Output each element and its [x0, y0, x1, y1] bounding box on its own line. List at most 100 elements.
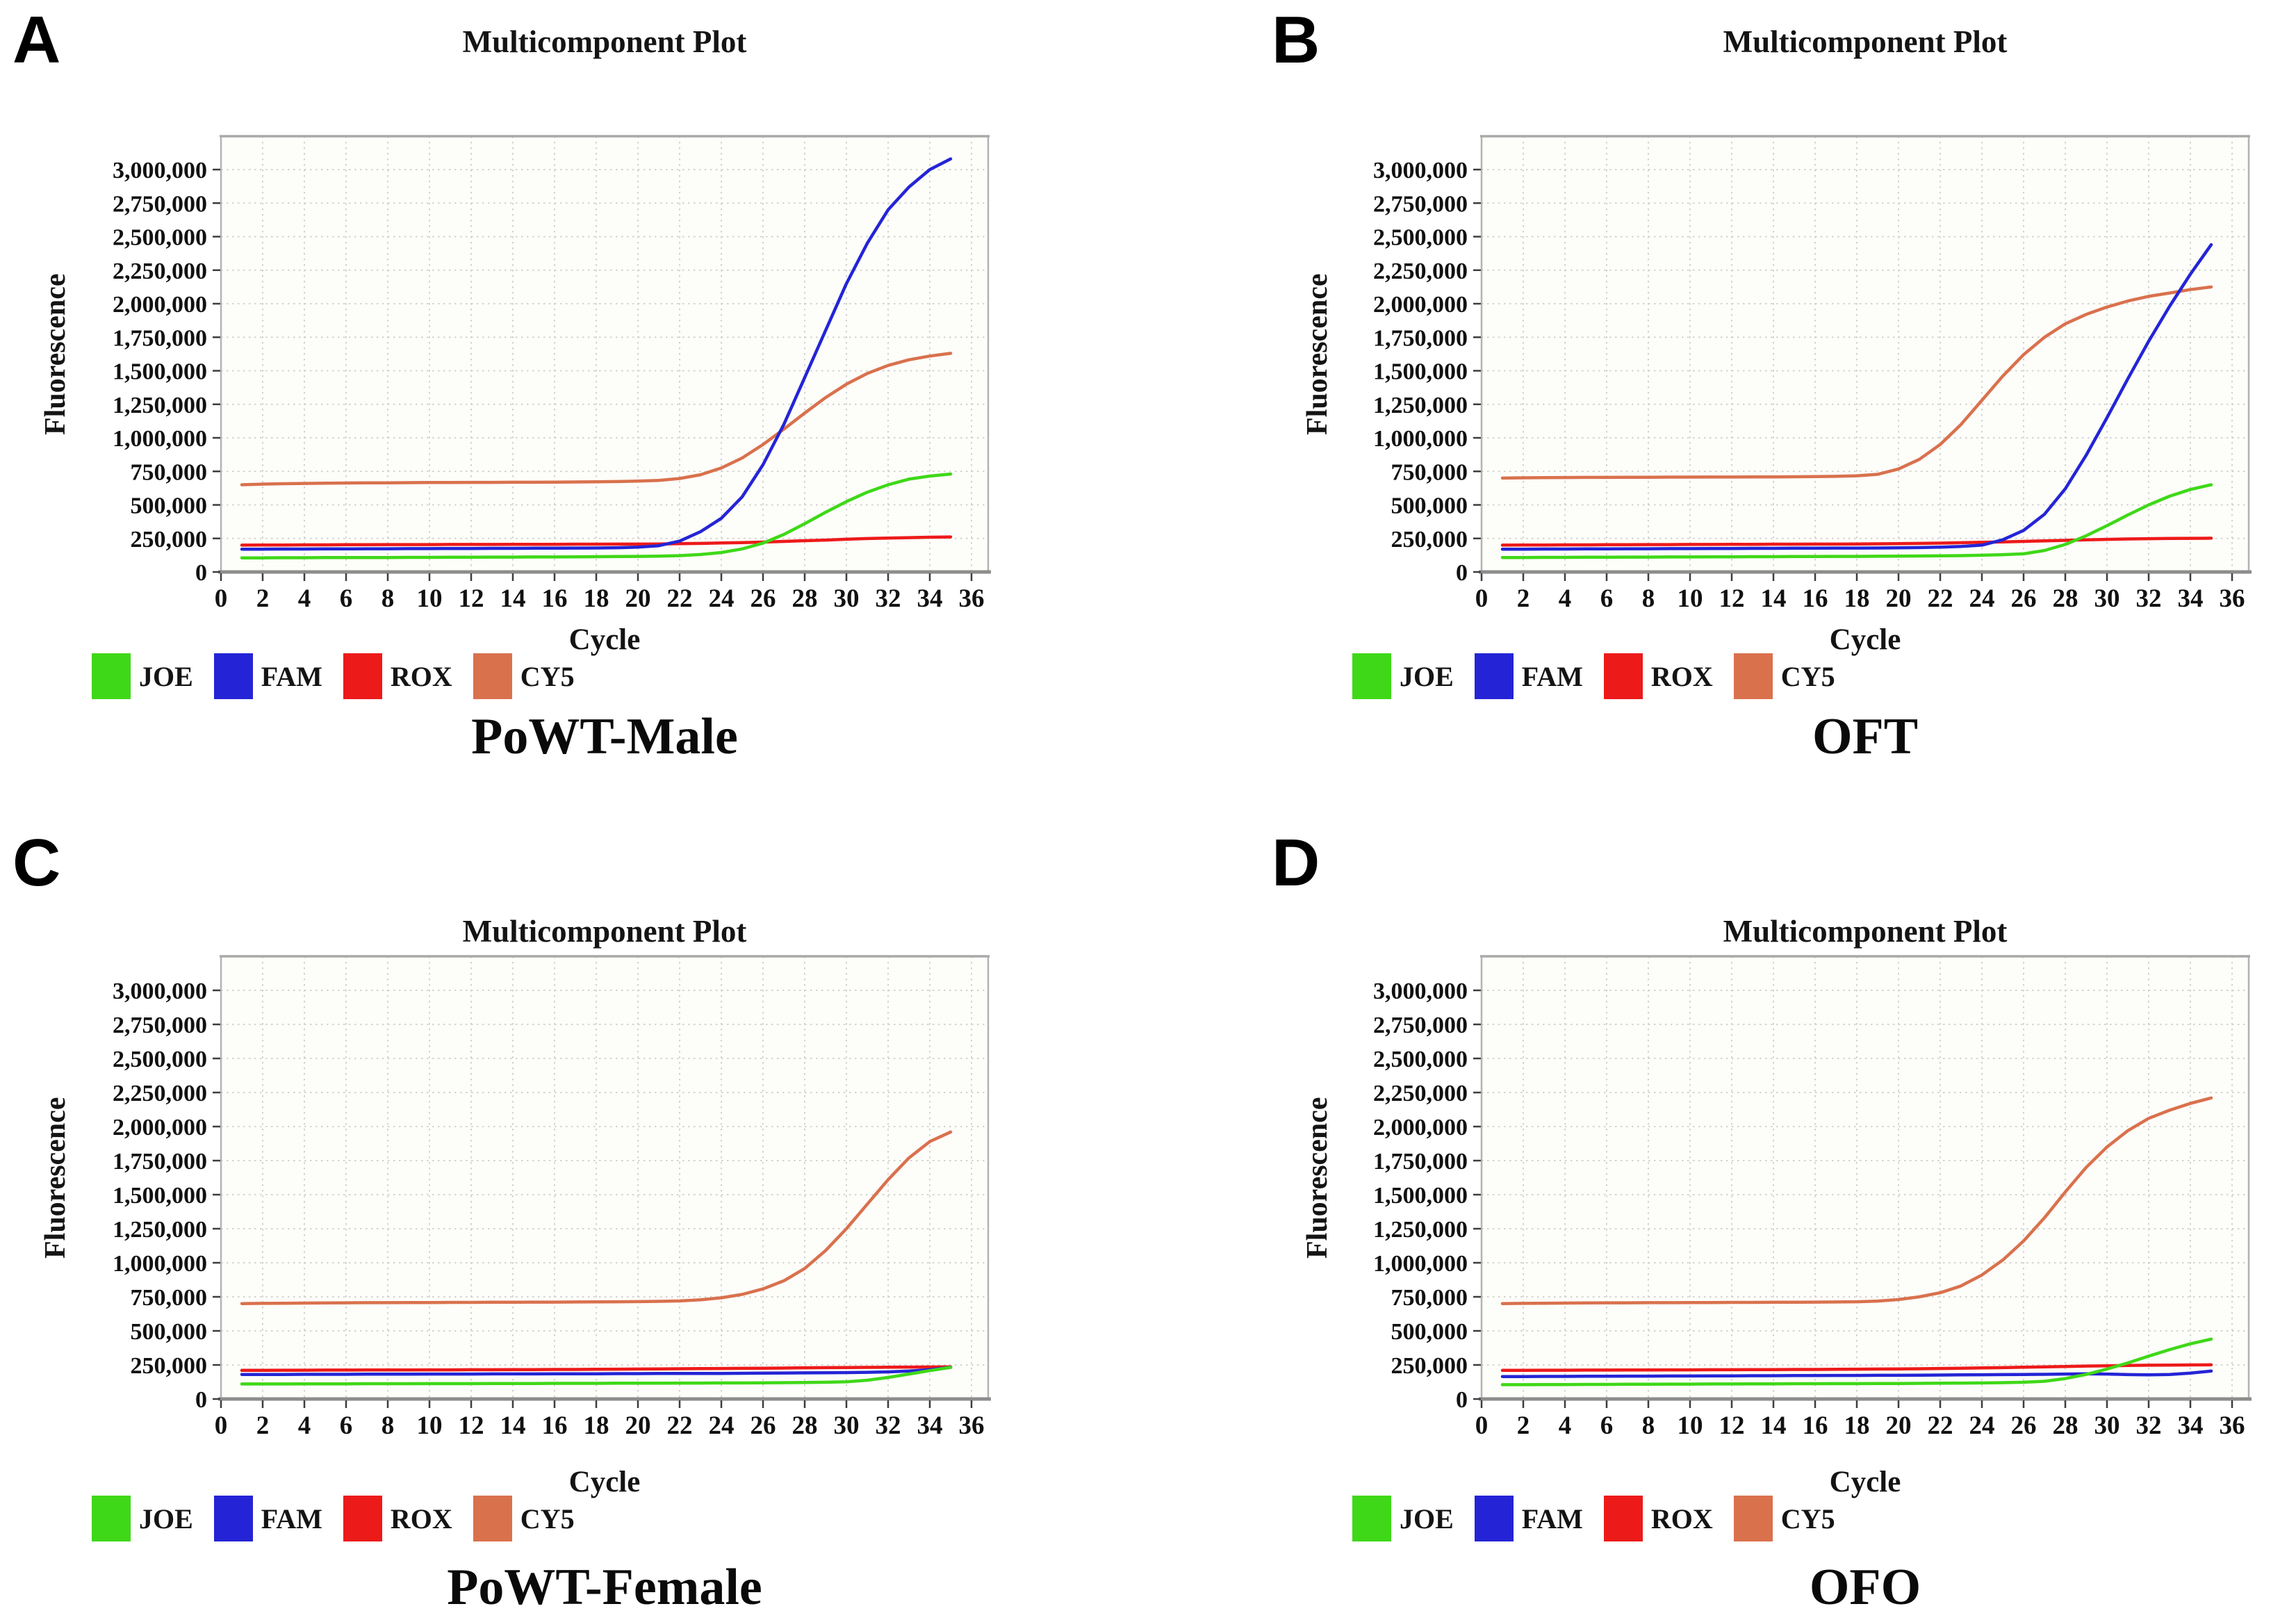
x-tick-label: 8: [382, 1412, 395, 1440]
y-tick-label: 2,500,000: [113, 225, 207, 251]
plot-area-c: 0 2 4 6 8 10 12 14 16 18 20 22 24 26 28 30 32 34 360250,00…: [113, 955, 991, 1440]
x-tick-label: 28: [792, 1412, 818, 1440]
x-tick-label: 14: [500, 1412, 526, 1440]
x-tick-label: 4: [1559, 584, 1572, 613]
x-tick-label: 24: [709, 584, 735, 613]
x-tick-label: 26: [751, 584, 776, 613]
x-tick-label: 36: [959, 1412, 985, 1440]
y-tick-label: 1,000,000: [113, 426, 207, 452]
plot-area-a: 0 2 4 6 8 10 12 14 16 18 20 22 24 26 28 30 32 34 360250,00…: [113, 135, 991, 613]
y-tick-label: 1,500,000: [113, 1183, 207, 1209]
x-tick-label: 8: [1642, 1412, 1655, 1440]
legend-swatch-rox: [343, 653, 382, 699]
series-line-rox: [240, 1365, 953, 1373]
legend-swatch-cy5: [473, 653, 512, 699]
legend-swatch-cy5: [473, 1496, 512, 1541]
x-tick-label: 22: [1928, 584, 1953, 613]
plot-background: [1482, 136, 2249, 572]
x-tick-label: 26: [2011, 584, 2037, 613]
chart-title: Multicomponent Plot: [1723, 24, 2008, 59]
y-tick-label: 1,750,000: [113, 1149, 207, 1175]
x-tick-label: 26: [751, 1412, 776, 1440]
y-tick-label: 3,000,000: [1373, 979, 1468, 1004]
x-tick-label: 0: [215, 1412, 228, 1440]
panel-letter-c: C: [13, 826, 61, 900]
y-tick-label: 1,750,000: [113, 325, 207, 351]
legend-item-fam: FAM: [213, 653, 322, 699]
y-tick-label: 2,750,000: [113, 191, 207, 217]
x-axis-title: Cycle: [1829, 1466, 1901, 1498]
plot-background: [221, 956, 988, 1399]
legend-item-rox: ROX: [343, 1496, 452, 1541]
plot-area-d: 0 2 4 6 8 10 12 14 16 18 20 22 24 26 28 30 32 34 360250,00…: [1373, 955, 2252, 1440]
series-line-rox: [1500, 1363, 2213, 1373]
x-tick-label: 6: [1600, 1412, 1614, 1440]
legend-item-cy5: CY5: [1733, 653, 1835, 699]
x-tick-label: 2: [256, 1412, 270, 1440]
legend-item-joe: JOE: [92, 653, 193, 699]
y-tick-label: 2,000,000: [1373, 1115, 1468, 1140]
x-tick-label: 4: [298, 584, 311, 613]
y-axis-title: Fluorescence: [40, 273, 72, 435]
x-tick-label: 16: [542, 584, 568, 613]
series-line-cy5: [1500, 285, 2213, 480]
legend-label: CY5: [1780, 660, 1835, 692]
x-tick-label: 22: [1928, 1412, 1953, 1440]
y-tick-label: 500,000: [131, 1319, 208, 1345]
y-tick-label: 1,000,000: [113, 1251, 207, 1277]
x-tick-label: 22: [667, 1412, 693, 1440]
plot-area-b: 0 2 4 6 8 10 12 14 16 18 20 22 24 26 28 30 32 34 360250,00…: [1373, 135, 2252, 613]
y-tick-label: 500,000: [1391, 493, 1468, 519]
panel-title: OFT: [1812, 708, 1919, 765]
legend-item-joe: JOE: [92, 1496, 193, 1541]
x-tick-label: 12: [1719, 1412, 1745, 1440]
x-tick-label: 6: [1600, 584, 1614, 613]
panel-c: 0 2 4 6 8 10 12 14 16 18 20 22 24 26 28 30 32 34 36 0 250,00…: [0, 810, 1148, 1620]
x-tick-label: 20: [1886, 584, 1912, 613]
y-tick-label: 2,750,000: [113, 1013, 207, 1038]
chart-title: Multicomponent Plot: [462, 24, 747, 59]
x-tick-label: 18: [584, 584, 609, 613]
y-tick-label: 1,750,000: [1373, 325, 1468, 351]
x-tick-label: 22: [667, 584, 693, 613]
x-tick-label: 20: [625, 1412, 651, 1440]
y-tick-label: 1,500,000: [1373, 359, 1468, 385]
legend-item-fam: FAM: [1474, 653, 1583, 699]
x-tick-label: 10: [1678, 584, 1703, 613]
x-tick-label: 28: [792, 584, 818, 613]
y-tick-label: 2,500,000: [1373, 1047, 1468, 1072]
y-tick-label: 750,000: [131, 1285, 208, 1311]
x-tick-label: 24: [1969, 1412, 1995, 1440]
x-tick-label: 4: [298, 1412, 311, 1440]
legend: JOE FAM ROX CY5: [1352, 1496, 1835, 1541]
x-tick-label: 30: [2094, 584, 2120, 613]
x-tick-label: 34: [917, 584, 943, 613]
x-tick-label: 12: [459, 1412, 484, 1440]
y-tick-label: 250,000: [131, 1353, 208, 1379]
x-tick-label: 0: [1475, 1412, 1489, 1440]
x-tick-label: 16: [1803, 584, 1828, 613]
legend-swatch-cy5: [1733, 653, 1773, 699]
legend-item-cy5: CY5: [1733, 1496, 1835, 1541]
y-tick-label: 250,000: [1391, 527, 1468, 553]
x-tick-label: 2: [1517, 584, 1530, 613]
x-tick-label: 18: [1844, 584, 1870, 613]
legend-swatch-joe: [1352, 1496, 1391, 1541]
y-tick-label: 250,000: [131, 527, 208, 553]
legend: JOE FAM ROX CY5: [92, 653, 575, 699]
x-axis-title: Cycle: [568, 623, 641, 656]
y-tick-label: 2,250,000: [113, 259, 207, 284]
y-tick-label: 1,500,000: [1373, 1183, 1468, 1209]
legend-swatch-fam: [1474, 653, 1514, 699]
legend-swatch-fam: [213, 653, 253, 699]
legend-swatch-joe: [92, 653, 131, 699]
series-line-cy5: [1500, 1096, 2213, 1306]
x-tick-label: 14: [1761, 1412, 1787, 1440]
x-tick-label: 32: [876, 1412, 901, 1440]
x-tick-label: 2: [256, 584, 270, 613]
x-tick-label: 6: [340, 1412, 353, 1440]
x-tick-label: 36: [2220, 584, 2245, 613]
y-tick-label: 3,000,000: [113, 979, 207, 1004]
y-tick-label: 2,000,000: [113, 292, 207, 318]
